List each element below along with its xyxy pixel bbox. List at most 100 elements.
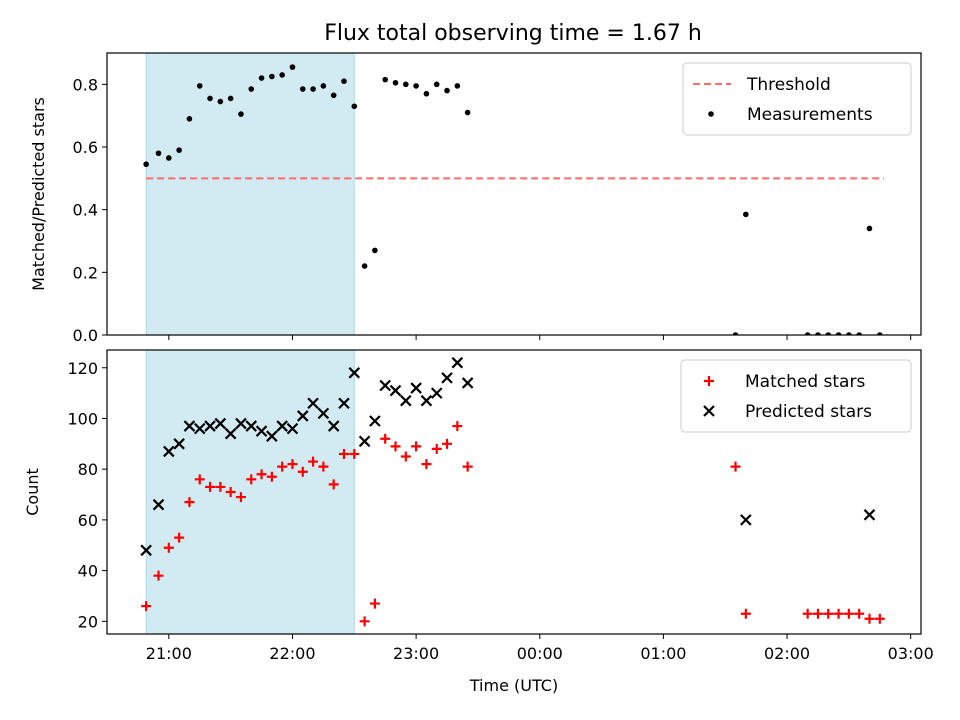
data-point [400, 451, 411, 462]
y-tick-label: 0.6 [73, 138, 98, 157]
data-point [823, 608, 834, 619]
data-point [431, 443, 442, 454]
data-point [454, 83, 461, 89]
data-point [400, 394, 412, 407]
data-point [413, 83, 419, 89]
legend-swatch [708, 111, 714, 117]
legend-label: Predicted stars [745, 402, 872, 422]
legend-label: Measurements [747, 105, 873, 125]
data-point [815, 332, 821, 335]
data-point [444, 87, 450, 94]
data-point [341, 78, 347, 84]
y-tick-label: 0.0 [73, 326, 98, 345]
data-point [804, 332, 811, 335]
series-2 [140, 356, 876, 557]
data-point [227, 95, 234, 102]
data-point [174, 532, 185, 543]
y-tick-label: 40 [78, 562, 98, 581]
data-point [802, 608, 813, 619]
data-point [256, 469, 267, 480]
data-point [462, 461, 473, 472]
x-axis-label: Time (UTC) [469, 676, 558, 695]
legend-swatch [703, 405, 715, 417]
data-point [186, 116, 193, 122]
data-point [205, 481, 216, 492]
data-point [825, 332, 832, 335]
data-point [317, 407, 330, 420]
data-point [382, 76, 389, 83]
data-point [173, 438, 185, 450]
data-point [155, 150, 162, 157]
data-point [327, 420, 340, 432]
data-point [461, 377, 474, 389]
data-point [411, 441, 422, 452]
data-point [266, 430, 278, 442]
data-point [874, 613, 885, 624]
data-point [143, 161, 149, 168]
data-point [204, 420, 216, 432]
data-point [307, 397, 319, 410]
data-point [277, 461, 288, 472]
y-tick-label: 80 [78, 460, 98, 479]
data-point [866, 225, 873, 232]
data-point [730, 461, 741, 472]
data-point [380, 433, 391, 444]
data-point [338, 448, 349, 459]
data-point [732, 332, 739, 335]
data-point [224, 427, 237, 440]
plot-area [140, 350, 885, 634]
axes-frame [106, 52, 922, 336]
x-tick-label: 21:00 [146, 644, 192, 663]
data-point [876, 332, 883, 335]
series-1 [141, 421, 885, 627]
data-point [328, 479, 339, 490]
data-point [361, 263, 368, 269]
data-point [196, 83, 203, 89]
legend: Threshold Measurements [682, 62, 912, 136]
data-point [389, 384, 402, 397]
y-tick-label: 0.2 [73, 263, 98, 282]
data-point [214, 417, 227, 430]
data-point [423, 90, 430, 97]
data-point [854, 608, 865, 619]
data-point [245, 420, 258, 432]
data-point [152, 498, 165, 511]
data-point [318, 461, 329, 472]
data-point [289, 64, 296, 70]
data-point [864, 613, 875, 624]
data-point [258, 75, 265, 81]
data-point [235, 417, 247, 430]
data-point [451, 356, 464, 369]
y-tick-label: 120 [67, 359, 98, 378]
observing-window-shade [145, 350, 355, 634]
data-point [856, 332, 862, 335]
data-point [163, 542, 174, 553]
legend-box [682, 62, 912, 136]
y-tick-label: 0.8 [73, 75, 98, 94]
data-point [390, 441, 401, 452]
data-point [287, 459, 298, 470]
observing-window-shade [145, 53, 355, 335]
data-point [379, 379, 391, 392]
data-point [330, 92, 337, 99]
data-point [276, 420, 288, 432]
count-panel: 20 40 60 80 100 120 21:00 22:00 23:00 00:00 01:00 0… [23, 349, 934, 695]
data-point [348, 367, 361, 379]
data-point [433, 81, 440, 88]
data-point [248, 86, 255, 92]
data-point [235, 492, 246, 503]
x-tick-label: 03:00 [888, 644, 934, 663]
x-tick-label: 22:00 [269, 644, 315, 663]
data-point [255, 425, 268, 437]
data-point [286, 422, 299, 435]
data-point [846, 332, 852, 335]
data-point [296, 410, 309, 422]
data-point [225, 487, 236, 497]
axes-frame [106, 349, 922, 635]
data-point [464, 109, 471, 116]
data-point [351, 103, 358, 110]
data-point [863, 509, 876, 521]
data-point [297, 466, 308, 477]
data-point [430, 387, 443, 399]
data-point [217, 98, 224, 105]
